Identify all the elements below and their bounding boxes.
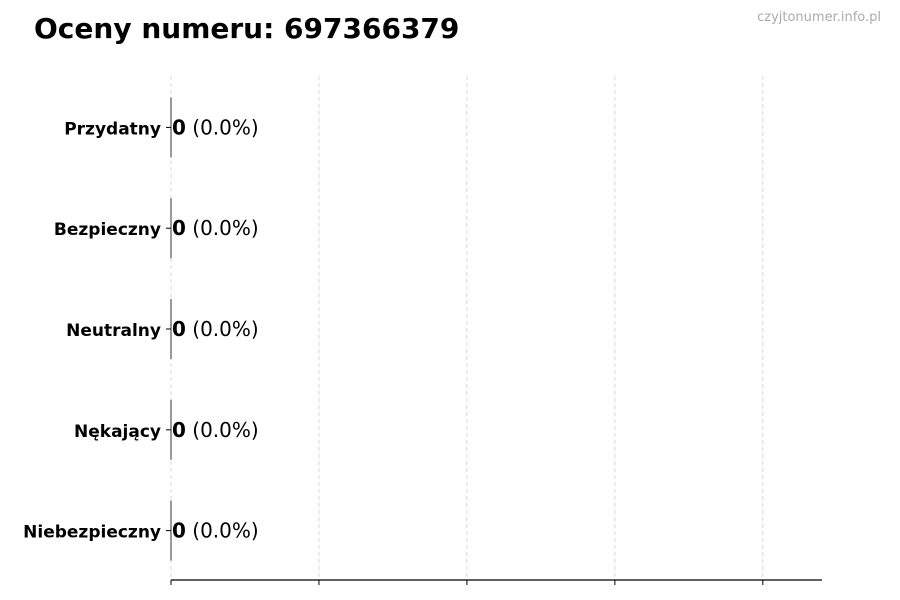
y-tick-label: Nękający <box>74 422 161 442</box>
data-label-count: 0 <box>172 418 186 442</box>
data-label-percent: (0.0%) <box>186 317 259 341</box>
chart-title: Oceny numeru: 697366379 <box>34 12 460 45</box>
y-tick-label: Przydatny <box>64 119 161 139</box>
data-label: 0 (0.0%) <box>172 418 259 442</box>
data-label-count: 0 <box>172 519 186 543</box>
y-tick-label: Niebezpieczny <box>23 523 161 543</box>
data-label-percent: (0.0%) <box>186 519 259 543</box>
y-tick-label: Neutralny <box>66 321 161 341</box>
data-label-count: 0 <box>172 317 186 341</box>
data-label-count: 0 <box>172 216 186 240</box>
data-label: 0 (0.0%) <box>172 115 259 139</box>
watermark: czyjtonumer.info.pl <box>757 10 881 25</box>
y-tick-label: Bezpieczny <box>54 220 161 240</box>
data-label-percent: (0.0%) <box>186 216 259 240</box>
data-label-count: 0 <box>172 115 186 139</box>
data-label-percent: (0.0%) <box>186 115 259 139</box>
data-label: 0 (0.0%) <box>172 519 259 543</box>
data-label: 0 (0.0%) <box>172 216 259 240</box>
data-label: 0 (0.0%) <box>172 317 259 341</box>
data-label-percent: (0.0%) <box>186 418 259 442</box>
